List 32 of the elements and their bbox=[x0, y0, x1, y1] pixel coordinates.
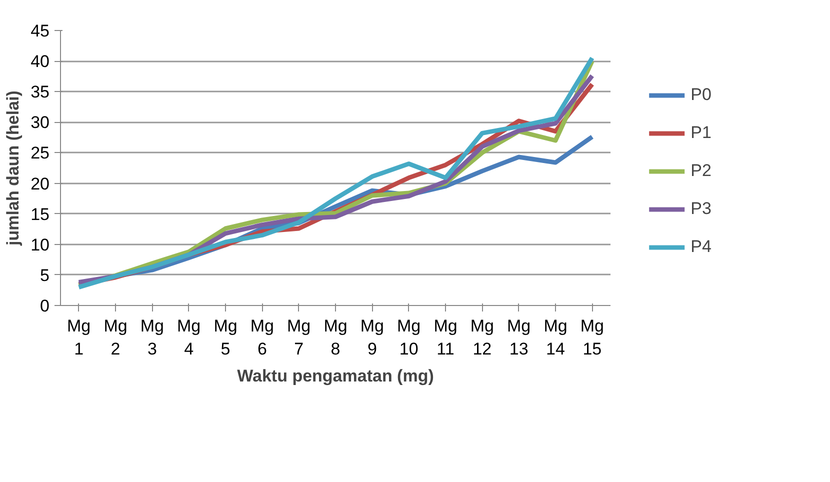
x-tick-label: Mg 1 bbox=[67, 316, 91, 358]
x-tick-label: Mg 14 bbox=[544, 316, 568, 358]
x-tick-label: Mg 4 bbox=[177, 316, 201, 358]
x-tick-label: Mg 3 bbox=[140, 316, 164, 358]
x-tick-label: Mg 9 bbox=[360, 316, 384, 358]
x-axis-title: Waktu pengamatan (mg) bbox=[237, 366, 434, 386]
x-tick-label: Mg 12 bbox=[470, 316, 494, 358]
y-tick-label: 5 bbox=[40, 266, 50, 285]
x-tick-label: Mg 15 bbox=[580, 316, 604, 358]
legend-label: P0 bbox=[690, 85, 712, 105]
legend-label: P1 bbox=[690, 123, 712, 143]
x-tick-label: Mg 5 bbox=[214, 316, 238, 358]
x-tick-label: Mg 8 bbox=[324, 316, 348, 358]
x-tick-label: Mg 7 bbox=[287, 316, 311, 358]
x-tick-label: Mg 10 bbox=[397, 316, 421, 358]
y-tick-label: 20 bbox=[30, 174, 50, 194]
legend-label: P2 bbox=[690, 161, 712, 181]
x-tick-label: Mg 11 bbox=[434, 316, 458, 358]
y-axis-title: jumlah daun (helai) bbox=[4, 90, 23, 246]
x-tick-label: Mg 13 bbox=[507, 316, 531, 358]
y-tick-label: 40 bbox=[30, 52, 50, 72]
y-tick-label: 30 bbox=[30, 113, 50, 132]
x-tick-label: Mg 6 bbox=[250, 316, 274, 358]
y-tick-label: 10 bbox=[30, 235, 50, 254]
x-tick-label: Mg 2 bbox=[104, 316, 128, 358]
legend-label: P3 bbox=[690, 199, 712, 219]
y-tick-label: 35 bbox=[30, 82, 50, 102]
y-tick-label: 45 bbox=[30, 22, 50, 40]
y-tick-label: 0 bbox=[40, 296, 50, 316]
y-tick-label: 15 bbox=[30, 204, 50, 224]
legend-label: P4 bbox=[690, 237, 712, 257]
y-tick-label: 25 bbox=[30, 144, 50, 163]
